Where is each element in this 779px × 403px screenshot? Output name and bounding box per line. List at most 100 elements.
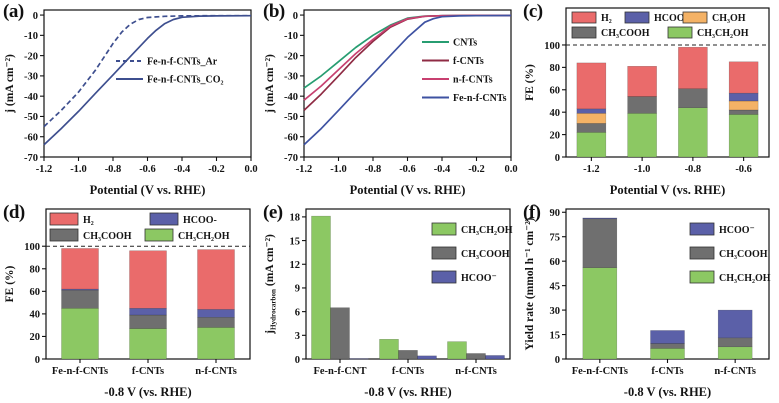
y-axis-title: j (mA cm⁻²) xyxy=(264,54,276,114)
x-tick-label: 0.0 xyxy=(504,164,517,175)
panel-b-label: (b) xyxy=(263,1,285,22)
category-label: n-f-CNTs xyxy=(455,366,497,377)
legend-label: CH₃COOH xyxy=(461,249,510,260)
y-tick-label: 80 xyxy=(30,265,41,276)
bar-segment-H₂ xyxy=(197,249,235,310)
bar-segment-CH₃OH xyxy=(576,113,607,124)
category-label: f-CNTs xyxy=(651,366,683,377)
panel-f-label: (f) xyxy=(523,202,541,223)
bar-segment-HCOO⁻ xyxy=(728,92,759,102)
legend-swatch xyxy=(689,246,715,260)
x-tick-label: -1.0 xyxy=(330,164,347,175)
x-tick-label: -0.6 xyxy=(139,164,156,175)
bar-CH₃CH₂OH xyxy=(447,341,467,360)
x-tick-label: -1.2 xyxy=(296,164,313,175)
y-tick-label: 0 xyxy=(293,11,298,22)
legend-label: CH₃CH₂OH xyxy=(178,231,230,242)
y-tick-label: -20 xyxy=(284,51,298,62)
plot-frame xyxy=(565,7,770,158)
legend-swatch xyxy=(682,11,708,24)
bar-CH₃CH₂OH xyxy=(379,339,399,360)
bar-segment-CH₃CH₂OH xyxy=(650,348,685,360)
x-tick-label: -1.2 xyxy=(36,164,53,175)
bar-segment-HCOO- xyxy=(129,307,167,316)
category-label: f-CNTs xyxy=(132,366,164,377)
chart-e-hydrocarbon-current: 0 3 6 9 12 15 18 jHydrocarbon (mA cm⁻²) Fe-n-f-C… xyxy=(264,208,513,399)
legend-label: CH₃COOH xyxy=(719,249,768,260)
y-axis-title: FE (%) xyxy=(4,265,16,302)
bar-segment-H₂ xyxy=(728,61,759,94)
y-tick-label: 15 xyxy=(550,330,561,341)
legend-swatch xyxy=(431,270,457,284)
bar-CH₃COOH xyxy=(398,350,418,360)
panel-e-label: (e) xyxy=(263,202,283,223)
y-tick-label: 40 xyxy=(30,310,41,321)
bar-segment-CH₃CH₂OH xyxy=(576,132,607,158)
bar-HCOO⁻ xyxy=(485,355,505,360)
bar-segment-H₂ xyxy=(61,248,99,290)
y-tick-label: 0 xyxy=(555,153,560,164)
bar-segment-CH₃CH₂OH xyxy=(717,346,753,360)
y-tick-label: -40 xyxy=(24,92,38,103)
y-axis-title: FE (%) xyxy=(524,64,536,101)
y-tick-label: 80 xyxy=(550,63,561,74)
y-tick-label: 18 xyxy=(290,213,301,224)
y-tick-label: 100 xyxy=(24,242,40,253)
x-tick-label: -0.4 xyxy=(434,164,451,175)
y-axis-title: Yield rate (mmol h⁻¹ cm⁻²) xyxy=(524,217,536,350)
y-tick-label: 20 xyxy=(550,130,561,141)
x-tick-label: -0.6 xyxy=(399,164,416,175)
bar-segment-CH₃COOH xyxy=(582,218,618,268)
legend-label: CH₃OH xyxy=(712,13,746,24)
y-tick-label: -10 xyxy=(24,31,38,42)
legend-label: HCOO- xyxy=(183,215,217,226)
bar-segment-H₂ xyxy=(627,66,657,97)
legend-label: HCOO⁻ xyxy=(654,13,690,24)
bar-segment-CH₃COOH xyxy=(197,317,235,328)
legend-label: CH₃CH₂OH xyxy=(697,28,749,39)
y-tick-label: -60 xyxy=(24,133,38,144)
y-tick-label: -50 xyxy=(284,112,298,123)
x-tick-label: -0.4 xyxy=(174,164,191,175)
category-label: -0.6 xyxy=(735,164,752,175)
y-tick-label: 6 xyxy=(295,307,300,318)
x-axis-title: -0.8 V (vs. RHE) xyxy=(624,385,711,399)
y-tick-label: 9 xyxy=(295,284,300,295)
y-tick-label: -30 xyxy=(284,72,298,83)
category-label: -1.0 xyxy=(634,164,651,175)
y-tick-label: -50 xyxy=(24,112,38,123)
bar-CH₃COOH xyxy=(466,353,486,360)
panel-c: (c) 0 20 40 60 80 100 FE (%) -1.2 -1.0 -0.8 -0.6 Po… xyxy=(520,0,779,201)
series-Fe-n-f-CNTs_Ar xyxy=(43,14,251,128)
x-tick-label: 0.0 xyxy=(244,164,257,175)
panel-d: (d) 0 20 40 60 80 100 FE (%) Fe-n-f-CNTs f-CNTs n… xyxy=(0,201,260,403)
category-label: n-f-CNTs xyxy=(714,366,756,377)
category-label: Fe-n-f-CNT xyxy=(313,366,366,377)
panel-f: (f) 0 15 30 45 60 75 90 Yield rate (mmol h⁻¹ cm… xyxy=(520,201,779,403)
y-tick-label: 12 xyxy=(290,260,301,271)
y-tick-label: 0 xyxy=(33,11,38,22)
legend-label: n-f-CNTs xyxy=(453,75,493,86)
bar-segment-CH₃COOH xyxy=(129,314,167,329)
category-label: -0.8 xyxy=(685,164,702,175)
y-tick-label: 0 xyxy=(35,355,40,366)
legend-label: HCOO⁻ xyxy=(461,273,497,284)
y-tick-label: 100 xyxy=(544,41,560,52)
x-axis-title: -0.8 V (vs. RHE) xyxy=(364,385,451,399)
chart-c-fe-vs-potential: 0 20 40 60 80 100 FE (%) -1.2 -1.0 -0.8 -0.6 Potent… xyxy=(524,7,770,197)
y-tick-label: -40 xyxy=(284,92,298,103)
chart-a-lsv-ar-vs-co2: 0 -10 -20 -30 -40 -50 -60 -70 j (mA cm⁻²) -1.2 -1.… xyxy=(4,9,258,197)
legend-label: CNTs xyxy=(453,38,477,49)
chart-f-yield-rate: 0 15 30 45 60 75 90 Yield rate (mmol h⁻¹ cm⁻²) F… xyxy=(524,208,771,399)
category-label: n-f-CNTs xyxy=(195,366,237,377)
y-tick-label: 60 xyxy=(550,257,561,268)
bar-segment-CH₃CH₂OH xyxy=(61,307,99,360)
legend-swatch xyxy=(431,222,457,236)
bar-segment-CH₃COOH xyxy=(728,109,759,115)
y-tick-label: -70 xyxy=(284,153,298,164)
panel-d-label: (d) xyxy=(3,202,25,223)
bar-segment-CH₃COOH xyxy=(678,88,708,108)
legend-swatch xyxy=(571,11,597,24)
x-tick-label: -0.2 xyxy=(208,164,225,175)
bar-CH₃COOH xyxy=(330,307,350,360)
